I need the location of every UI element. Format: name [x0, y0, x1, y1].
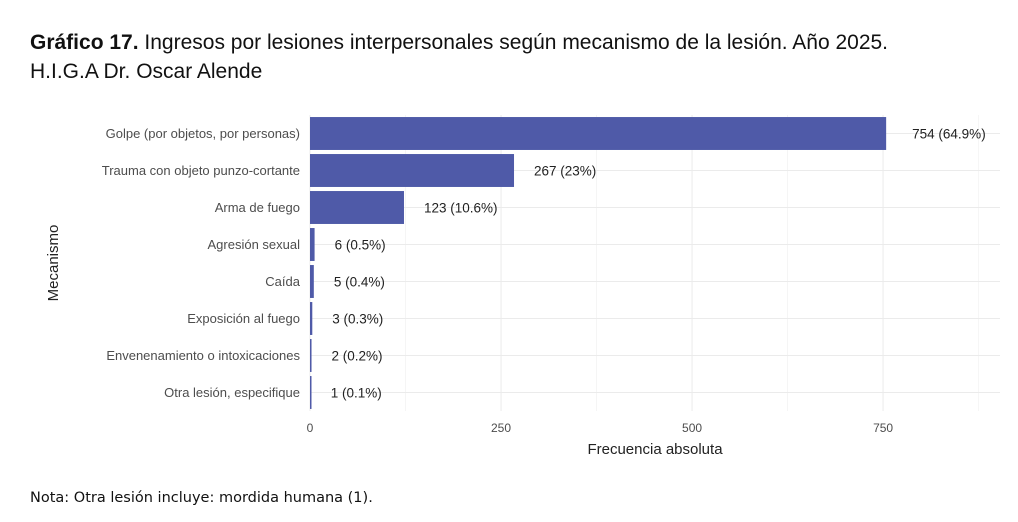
chart-title-bold: Gráfico 17.	[30, 31, 139, 54]
x-tick-label: 250	[491, 421, 511, 435]
data-label: 123 (10.6%)	[424, 201, 498, 216]
chart-title-text: Ingresos por lesiones interpersonales se…	[138, 31, 889, 54]
bar	[310, 302, 313, 335]
y-tick-label: Agresión sexual	[208, 237, 301, 252]
chart-title: Gráfico 17. Ingresos por lesiones interp…	[30, 28, 1010, 86]
data-label: 3 (0.3%)	[332, 312, 383, 327]
bar	[310, 228, 315, 261]
bar	[310, 191, 404, 224]
bar	[310, 265, 314, 298]
bar	[310, 117, 887, 150]
chart-title-line2: H.I.G.A Dr. Oscar Alende	[30, 60, 263, 83]
y-tick-label: Golpe (por objetos, por personas)	[106, 126, 300, 141]
data-label: 5 (0.4%)	[334, 275, 385, 290]
x-tick-label: 0	[307, 421, 314, 435]
bar	[310, 376, 312, 409]
bar	[310, 339, 312, 372]
data-label: 754 (64.9%)	[912, 127, 986, 142]
data-label: 2 (0.2%)	[332, 349, 383, 364]
y-tick-label: Exposición al fuego	[187, 311, 300, 326]
x-axis-title: Frecuencia absoluta	[587, 441, 723, 458]
y-axis-title: Mecanismo	[45, 225, 62, 302]
data-label: 1 (0.1%)	[331, 386, 382, 401]
y-tick-label: Otra lesión, especifique	[164, 385, 300, 400]
y-tick-label: Trauma con objeto punzo-cortante	[102, 163, 300, 178]
y-tick-label: Caída	[265, 274, 300, 289]
x-tick-label: 500	[682, 421, 702, 435]
y-tick-label: Arma de fuego	[215, 200, 300, 215]
footnote: Nota: Otra lesión incluye: mordida human…	[30, 490, 373, 506]
data-label: 6 (0.5%)	[335, 238, 386, 253]
data-label: 267 (23%)	[534, 164, 596, 179]
x-tick-label: 750	[873, 421, 893, 435]
bar	[310, 154, 515, 187]
y-tick-label: Envenenamiento o intoxicaciones	[106, 348, 300, 363]
